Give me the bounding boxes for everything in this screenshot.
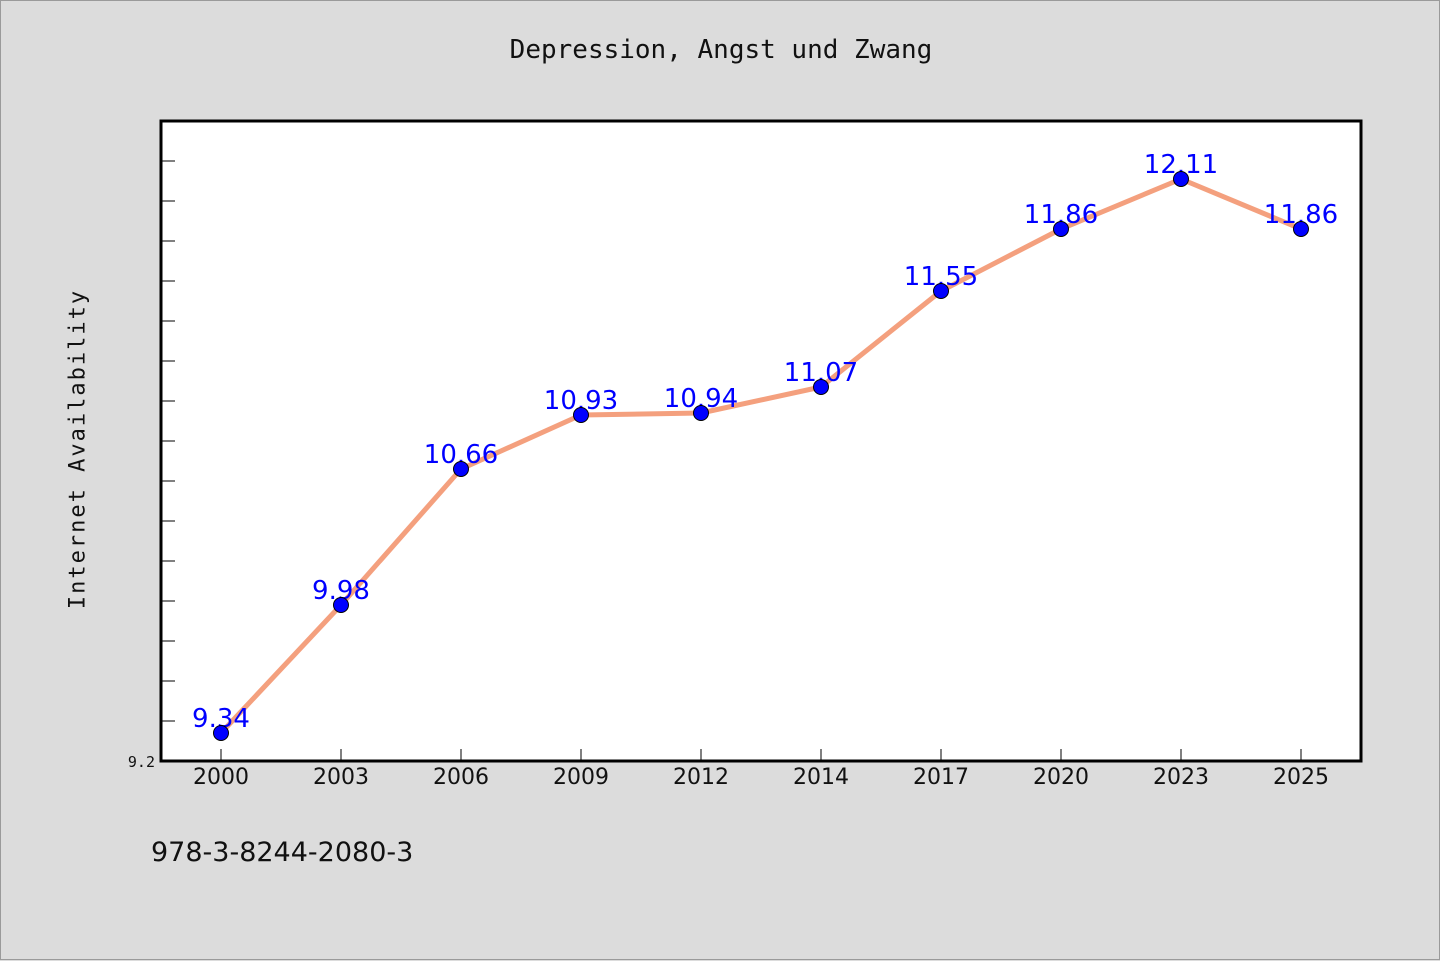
y-tick-label: 9.2: [128, 753, 155, 771]
x-tick-label: 2017: [913, 765, 969, 790]
isbn-text: 978-3-8244-2080-3: [151, 837, 414, 868]
data-point: [1173, 171, 1189, 187]
x-tick-label: 2025: [1273, 765, 1329, 790]
data-point: [333, 597, 349, 613]
data-point: [213, 725, 229, 741]
series-line: [218, 176, 1304, 736]
x-tick-label: 2012: [673, 765, 729, 790]
plot-border: [159, 119, 1363, 763]
x-tick-label: 2023: [1153, 765, 1209, 790]
x-tick-label: 2006: [433, 765, 489, 790]
data-point: [933, 283, 949, 299]
x-tick-label: 2003: [313, 765, 369, 790]
data-point: [813, 379, 829, 395]
chart-title: Depression, Angst und Zwang: [509, 35, 933, 65]
x-tick-label: 2009: [553, 765, 609, 790]
x-tick-label: 2020: [1033, 765, 1089, 790]
x-tick-label: 2014: [793, 765, 849, 790]
data-point: [453, 461, 469, 477]
plot-area: [161, 121, 1361, 761]
data-point: [693, 405, 709, 421]
data-point: [1293, 221, 1309, 237]
data-point: [573, 407, 589, 423]
x-tick-label: 2000: [193, 765, 249, 790]
data-point: [1053, 221, 1069, 237]
